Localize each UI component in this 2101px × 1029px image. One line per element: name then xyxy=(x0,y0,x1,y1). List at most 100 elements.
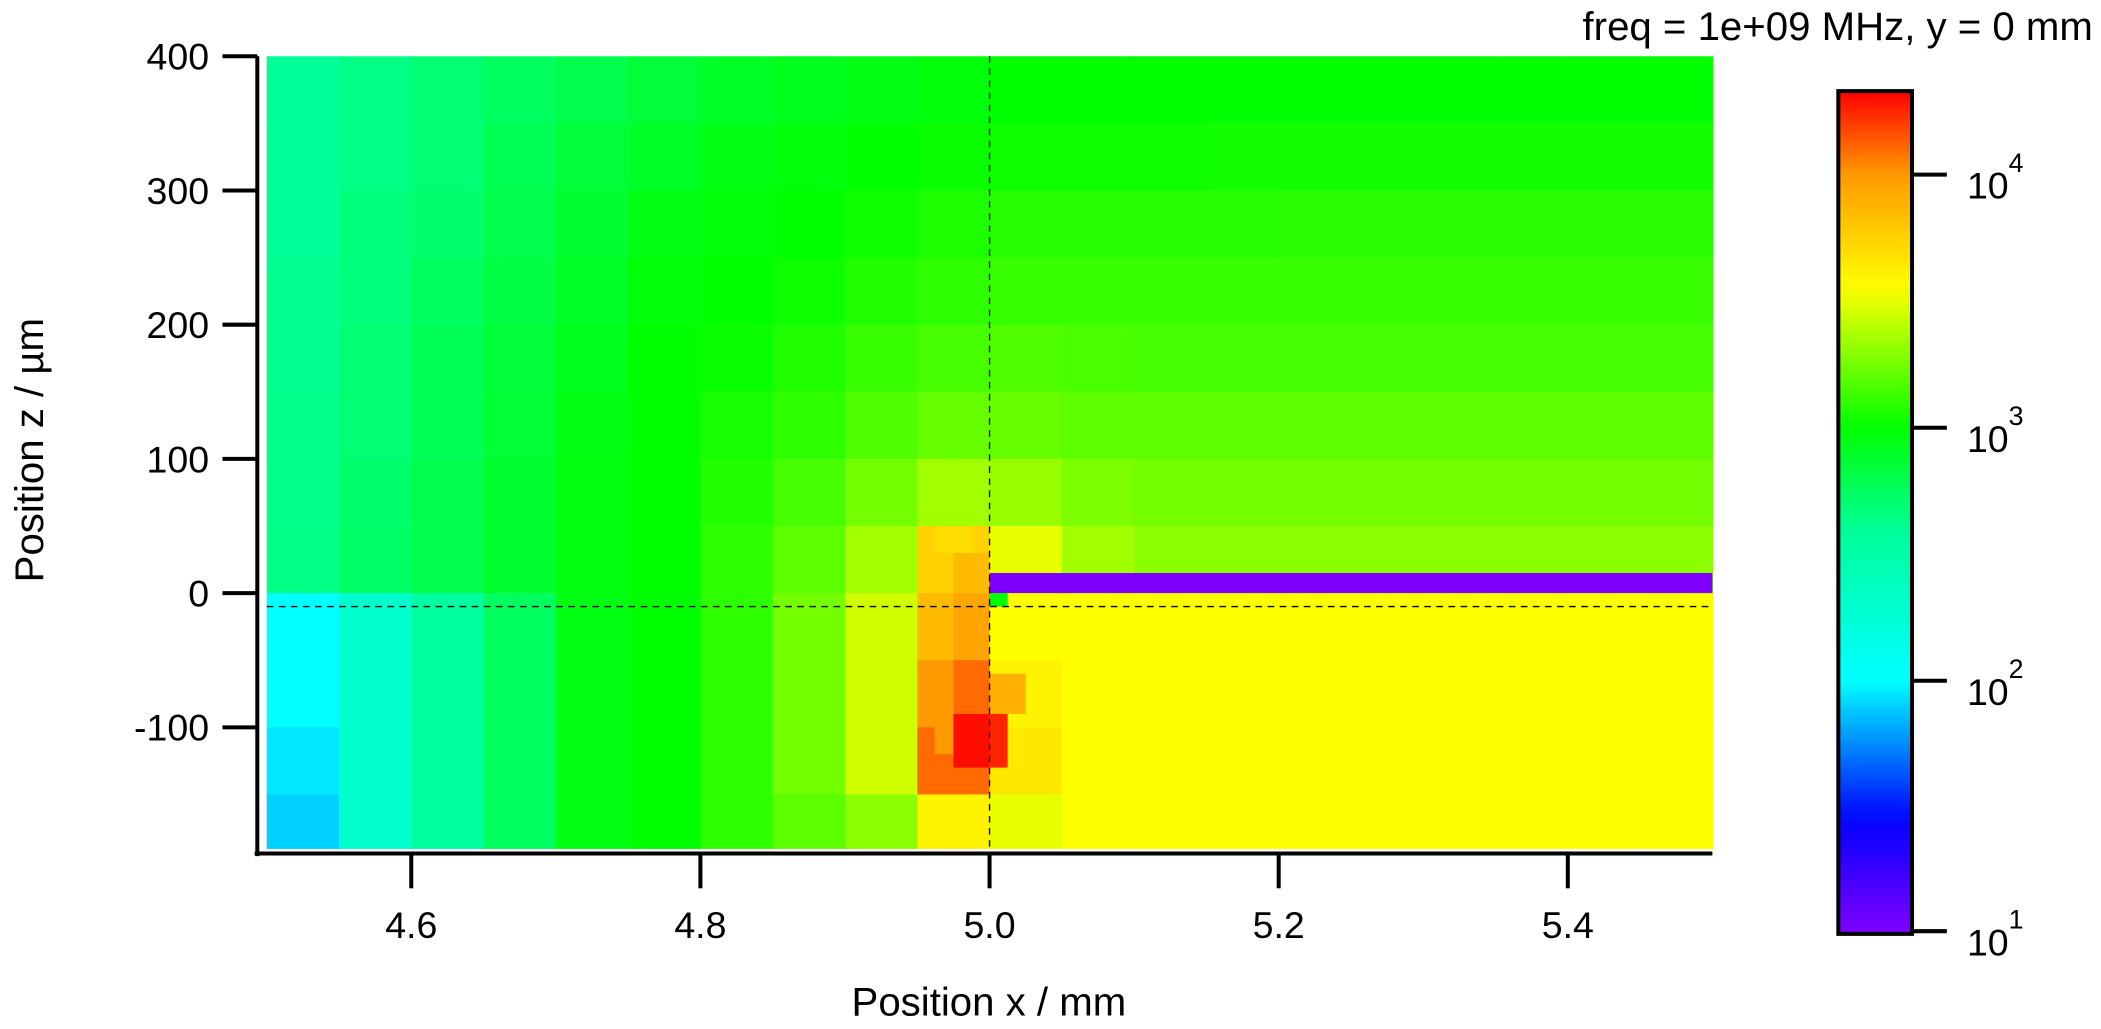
heatmap-cell xyxy=(555,391,629,460)
heatmap-cell xyxy=(1134,727,1208,796)
heatmap-cell xyxy=(917,56,991,125)
y-tick-label: 400 xyxy=(147,36,210,78)
heatmap-cell xyxy=(844,727,919,796)
heatmap-cell xyxy=(411,190,485,259)
heatmap-cell xyxy=(1061,257,1135,326)
heatmap-cell xyxy=(266,660,340,729)
heatmap-cell xyxy=(266,56,340,125)
heatmap-cell xyxy=(1495,727,1569,796)
heatmap-cell xyxy=(700,324,774,393)
colorbar: 104 103 102 101 xyxy=(1836,89,2024,964)
heatmap-cell xyxy=(1134,458,1208,527)
colorbar-gradient xyxy=(1836,89,1915,936)
heatmap-cell xyxy=(411,324,485,393)
heatmap-cell xyxy=(1640,190,1714,259)
heatmap-cell xyxy=(1350,660,1425,729)
heatmap-cell xyxy=(1640,391,1714,460)
colorbar-tick-label: 101 xyxy=(1967,905,2024,964)
heatmap-cell xyxy=(628,727,702,796)
heatmap-cell xyxy=(1206,324,1280,393)
heatmap-cell xyxy=(1278,727,1352,796)
heatmap-cell xyxy=(555,190,629,259)
heatmap-cell xyxy=(411,391,485,460)
heatmap-cell xyxy=(772,123,846,192)
heatmap-cell xyxy=(917,794,991,849)
heatmap-cell xyxy=(628,190,702,259)
heatmap-cell xyxy=(1495,257,1569,326)
heatmap-cell xyxy=(989,391,1063,460)
heatmap-cell xyxy=(338,593,413,662)
heatmap-cell xyxy=(1567,190,1641,259)
heatmap-cell xyxy=(411,794,485,849)
heatmap-cell xyxy=(772,593,846,662)
heatmap-cell xyxy=(266,593,340,662)
heatmap-cell xyxy=(628,660,702,729)
heatmap-cell xyxy=(1061,794,1135,849)
heatmap-cell xyxy=(1423,593,1497,662)
colorbar-tick-label: 104 xyxy=(1967,148,2024,207)
heatmap-cell xyxy=(1278,794,1352,849)
heatmap-cell xyxy=(1495,56,1569,125)
y-tick-label: 0 xyxy=(188,573,209,615)
heatmap-cell xyxy=(1206,593,1280,662)
heatmap-cell xyxy=(1640,727,1714,796)
x-tick-label: 4.6 xyxy=(385,904,437,946)
heatmap-cell xyxy=(411,257,485,326)
heatmap-cell xyxy=(700,526,774,594)
heatmap-cell xyxy=(1278,660,1352,729)
heatmap-cell xyxy=(338,324,413,393)
heatmap-cell xyxy=(338,458,413,527)
heatmap-cell xyxy=(1423,324,1497,393)
heatmap-cell xyxy=(1134,190,1208,259)
y-tick-label: 100 xyxy=(147,438,210,480)
heatmap-cell xyxy=(700,190,774,259)
heatmap-cell xyxy=(844,190,919,259)
heatmap-cell xyxy=(338,794,413,849)
heatmap-cell xyxy=(1061,660,1135,729)
heatmap-cell xyxy=(1134,593,1208,662)
heatmap-cell xyxy=(483,123,557,192)
heatmap-cell xyxy=(844,458,919,527)
heatmap-cell xyxy=(1495,123,1569,192)
heatmap-cell xyxy=(1495,458,1569,527)
heatmap-cell xyxy=(1134,257,1208,326)
heatmap-cell xyxy=(772,257,846,326)
heatmap-cell xyxy=(555,727,629,796)
heatmap-cell xyxy=(338,257,413,326)
heatmap-cell xyxy=(483,391,557,460)
heatmap-cell xyxy=(1061,593,1135,662)
heatmap-cell xyxy=(917,324,991,393)
heatmap-cell xyxy=(1640,56,1714,125)
heatmap-cell xyxy=(1350,458,1425,527)
heatmap-cell xyxy=(1278,257,1352,326)
heatmap-cell xyxy=(772,324,846,393)
heatmap-cell xyxy=(266,190,340,259)
heatmap-cell xyxy=(844,257,919,326)
heatmap-cell xyxy=(483,56,557,125)
heatmap-cell xyxy=(989,673,1026,714)
heatmap-cell xyxy=(483,458,557,527)
heatmap-cell xyxy=(1278,458,1352,527)
heatmap-cell xyxy=(772,56,846,125)
heatmap-cell xyxy=(1061,324,1135,393)
heatmap-cell xyxy=(266,526,340,594)
heatmap-cell xyxy=(411,727,485,796)
heatmap-cell xyxy=(483,257,557,326)
heatmap-cell xyxy=(628,56,702,125)
heatmap-cell xyxy=(411,56,485,125)
heatmap-cell xyxy=(1061,190,1135,259)
heatmap-cell xyxy=(1423,123,1497,192)
heatmap-cell xyxy=(1567,56,1641,125)
heatmap-cell xyxy=(411,593,485,662)
heatmap-cell xyxy=(628,123,702,192)
heatmap-cell xyxy=(266,123,340,192)
heatmap-cell xyxy=(1350,123,1425,192)
heatmap-cell xyxy=(917,391,991,460)
heatmap-cell xyxy=(1134,324,1208,393)
heatmap-cell xyxy=(989,123,1063,192)
heatmap-cell xyxy=(1278,324,1352,393)
heatmap-cell xyxy=(1423,727,1497,796)
heatmap-cell xyxy=(1350,257,1425,326)
heatmap-cell xyxy=(1278,593,1352,662)
heatmap-cell xyxy=(1206,391,1280,460)
